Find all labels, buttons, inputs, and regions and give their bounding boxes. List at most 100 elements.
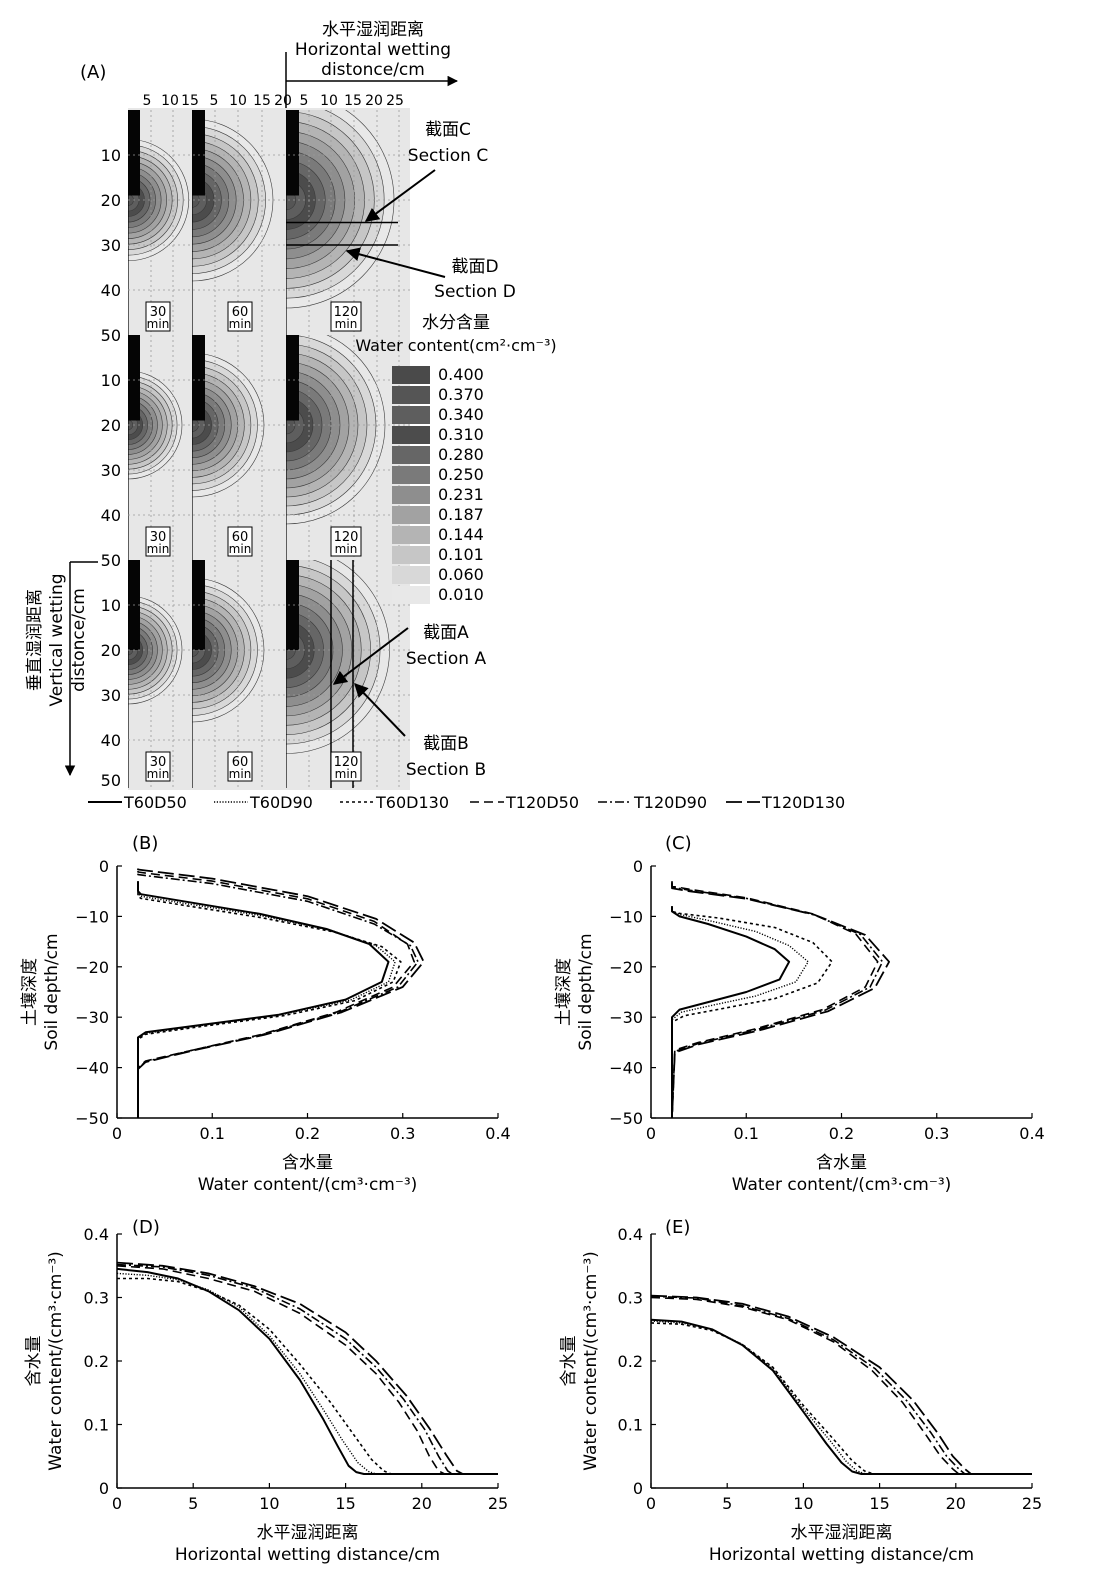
series-legend-label-T60D50: T60D50 <box>123 793 187 812</box>
legend-value: 0.280 <box>438 445 484 464</box>
time-box-unit: min <box>229 317 252 331</box>
legend-value: 0.310 <box>438 425 484 444</box>
panel-label: (C) <box>665 833 692 854</box>
x-axis-title-en: Water content/(cm³·cm⁻³) <box>198 1175 418 1195</box>
emitter-bar <box>128 110 140 196</box>
water-legend-title-en: Water content(cm²·cm⁻³) <box>355 336 556 355</box>
top-tick-labels: 5 10 15 5 10 15 20 5 10 15 20 25 <box>143 93 404 109</box>
time-box-unit: min <box>335 317 358 331</box>
series-line-T120D50 <box>116 1265 498 1475</box>
legend-value: 0.400 <box>438 365 484 384</box>
legend-value: 0.101 <box>438 545 484 564</box>
series-line-T120D90 <box>116 1263 498 1475</box>
series-line-T120D130 <box>671 883 890 1119</box>
time-box-number: 30 <box>150 530 167 545</box>
time-box <box>227 526 253 557</box>
top-tick-col3-1: 10 <box>320 93 338 109</box>
section-d-label-en: Section D <box>434 282 516 302</box>
legend-swatch <box>392 586 430 604</box>
y-axis-title-cn: 土壤深度 <box>553 958 574 1026</box>
vertical-axis-title: 垂直湿润距离 Vertical wetting distonce/cm <box>25 561 98 777</box>
depth-tick: 30 <box>101 236 121 255</box>
x-tick-label: 0.4 <box>485 1124 510 1143</box>
series-legend-label-T60D90: T60D90 <box>249 793 313 812</box>
chart-d: 0 5 10 15 20 25 0 0.1 0.2 0.3 0.4 (D) 水平湿润距离Horizont… <box>24 1217 508 1565</box>
series-line-T120D50 <box>671 881 879 1119</box>
y-tick-label: −40 <box>75 1059 109 1078</box>
section-b-label-cn: 截面B <box>423 734 469 754</box>
y-tick-label: 0.1 <box>618 1416 643 1435</box>
wetting-bulb-row3-col3 <box>286 560 390 788</box>
chart-c: 0 0.1 0.2 0.3 0.4 0 −10 −20 −30 −40 −50 (C) 含水量Water… <box>553 833 1045 1195</box>
time-box-number: 120 <box>334 305 359 320</box>
time-box <box>227 301 253 332</box>
depth-tick: 20 <box>101 416 121 435</box>
section-a-label-en: Section A <box>406 649 487 669</box>
time-box-unit: min <box>229 542 252 556</box>
y-tick-label: 0.2 <box>84 1352 109 1371</box>
y-tick-label: 0 <box>99 857 109 876</box>
top-tick-col2-0: 5 <box>210 93 219 109</box>
water-content-legend: 0.4000.3700.3400.3100.2800.2500.2310.187… <box>392 365 484 604</box>
y-tick-label: 0.2 <box>618 1352 643 1371</box>
y-axis-title-cn: 含水量 <box>24 1336 44 1387</box>
time-box-unit: min <box>229 767 252 781</box>
series-line-T120D50 <box>137 871 415 1118</box>
horizontal-axis-title-en-1: Horizontal wetting <box>295 40 451 60</box>
x-axis-title-en: Water content/(cm³·cm⁻³) <box>732 1175 952 1195</box>
legend-value: 0.060 <box>438 565 484 584</box>
depth-tick: 20 <box>101 191 121 210</box>
y-tick-label: 0.4 <box>84 1225 109 1244</box>
x-tick-label: 10 <box>793 1494 813 1513</box>
series-line-T60D130 <box>137 886 402 1118</box>
y-axis-title-en: Water content/(cm³·cm⁻³) <box>46 1251 66 1471</box>
series-line-T60D90 <box>650 1320 1032 1475</box>
time-box-unit: min <box>147 767 170 781</box>
x-axis-title-cn: 含水量 <box>816 1153 867 1173</box>
x-tick-label: 0 <box>112 1124 122 1143</box>
legend-swatch <box>392 446 430 464</box>
depth-tick: 30 <box>101 461 121 480</box>
y-tick-label: −30 <box>609 1008 643 1027</box>
x-tick-label: 0.1 <box>734 1124 759 1143</box>
section-b-label-en: Section B <box>406 760 486 780</box>
legend-swatch <box>392 506 430 524</box>
series-line-T60D130 <box>650 1322 1032 1475</box>
emitter-bar <box>128 335 140 421</box>
panel-label: (D) <box>132 1217 160 1238</box>
section-d-arrow <box>345 247 446 278</box>
legend-swatch <box>392 546 430 564</box>
section-annotations: 截面C Section C 截面D Section D 截面A Section … <box>332 120 516 780</box>
x-axis-title-en: Horizontal wetting distance/cm <box>709 1545 974 1565</box>
legend-value: 0.340 <box>438 405 484 424</box>
y-axis-title-en: Water content/(cm³·cm⁻³) <box>581 1251 601 1471</box>
wetting-bulb-row3-col1 <box>128 560 183 788</box>
x-tick-label: 5 <box>188 1494 198 1513</box>
series-line-T120D130 <box>650 1294 1032 1475</box>
series-line-T120D90 <box>650 1295 1032 1475</box>
x-tick-label: 0.3 <box>390 1124 415 1143</box>
time-box <box>145 751 171 782</box>
y-axis-title-en: Soil depth/cm <box>42 933 62 1050</box>
top-tick-col3-2: 15 <box>344 93 362 109</box>
legend-swatch <box>392 386 430 404</box>
wetting-bulb-row2-col3 <box>286 335 386 560</box>
time-box-number: 60 <box>232 530 249 545</box>
y-tick-label: −40 <box>609 1059 643 1078</box>
x-tick-label: 25 <box>488 1494 508 1513</box>
series-line-T60D90 <box>116 1272 498 1475</box>
y-tick-label: 0.4 <box>618 1225 643 1244</box>
legend-value: 0.370 <box>438 385 484 404</box>
time-box <box>330 526 362 557</box>
emitter-bar <box>286 560 299 650</box>
y-axis-title-cn: 土壤深度 <box>19 958 40 1026</box>
time-box-number: 120 <box>334 755 359 770</box>
section-d-label-cn: 截面D <box>451 257 498 277</box>
legend-swatch <box>392 366 430 384</box>
series-line-T120D130 <box>116 1261 498 1475</box>
series-legend-label-T120D50: T120D50 <box>505 793 579 812</box>
series-line-T120D50 <box>650 1296 1032 1475</box>
vertical-axis-title-en-1: Vertical wetting <box>47 573 67 706</box>
emitter-bar <box>286 110 299 196</box>
legend-swatch <box>392 526 430 544</box>
